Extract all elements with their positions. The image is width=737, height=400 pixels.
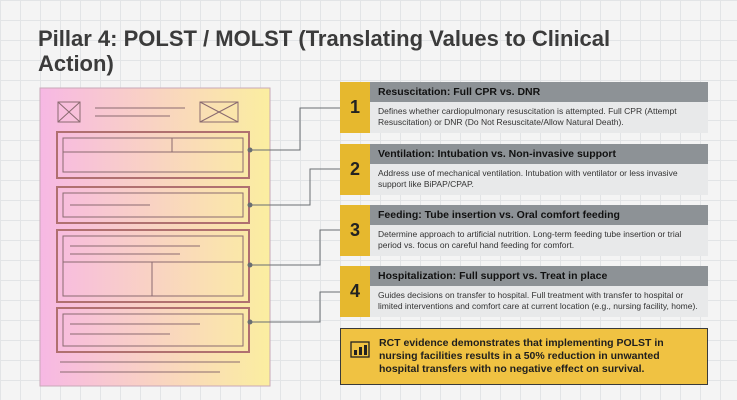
callout-text: RCT evidence demonstrates that implement… [379, 337, 664, 375]
item-number: 4 [340, 266, 370, 317]
item-number: 2 [340, 144, 370, 195]
item-heading: Resuscitation: Full CPR vs. DNR [370, 82, 708, 102]
title: Pillar 4: POLST / MOLST (Translating Val… [38, 26, 611, 76]
item-heading: Ventilation: Intubation vs. Non-invasive… [370, 144, 708, 164]
item-number: 1 [340, 82, 370, 133]
item-heading: Hospitalization: Full support vs. Treat … [370, 266, 708, 286]
item: 1 Resuscitation: Full CPR vs. DNR Defines … [340, 82, 708, 133]
item-heading: Feeding: Tube insertion vs. Oral comfort… [370, 205, 708, 225]
item: 3 Feeding: Tube insertion vs. Oral comfor… [340, 205, 708, 256]
item: 4 Hospitalization: Full support vs. Treat… [340, 266, 708, 317]
item: 2 Ventilation: Intubation vs. Non-invasiv… [340, 144, 708, 195]
item-description: Determine approach to artificial nutriti… [370, 225, 708, 256]
chart-icon [350, 341, 370, 358]
item-description: Address use of mechanical ventilation. I… [370, 164, 708, 195]
item-number: 3 [340, 205, 370, 256]
connector-dots [247, 147, 253, 325]
connectors [250, 107, 340, 323]
callout-box: RCT evidence demonstrates that implement… [340, 328, 708, 385]
item-description: Guides decisions on transfer to hospital… [370, 286, 708, 317]
item-description: Defines whether cardiopulmonary resuscit… [370, 102, 708, 133]
